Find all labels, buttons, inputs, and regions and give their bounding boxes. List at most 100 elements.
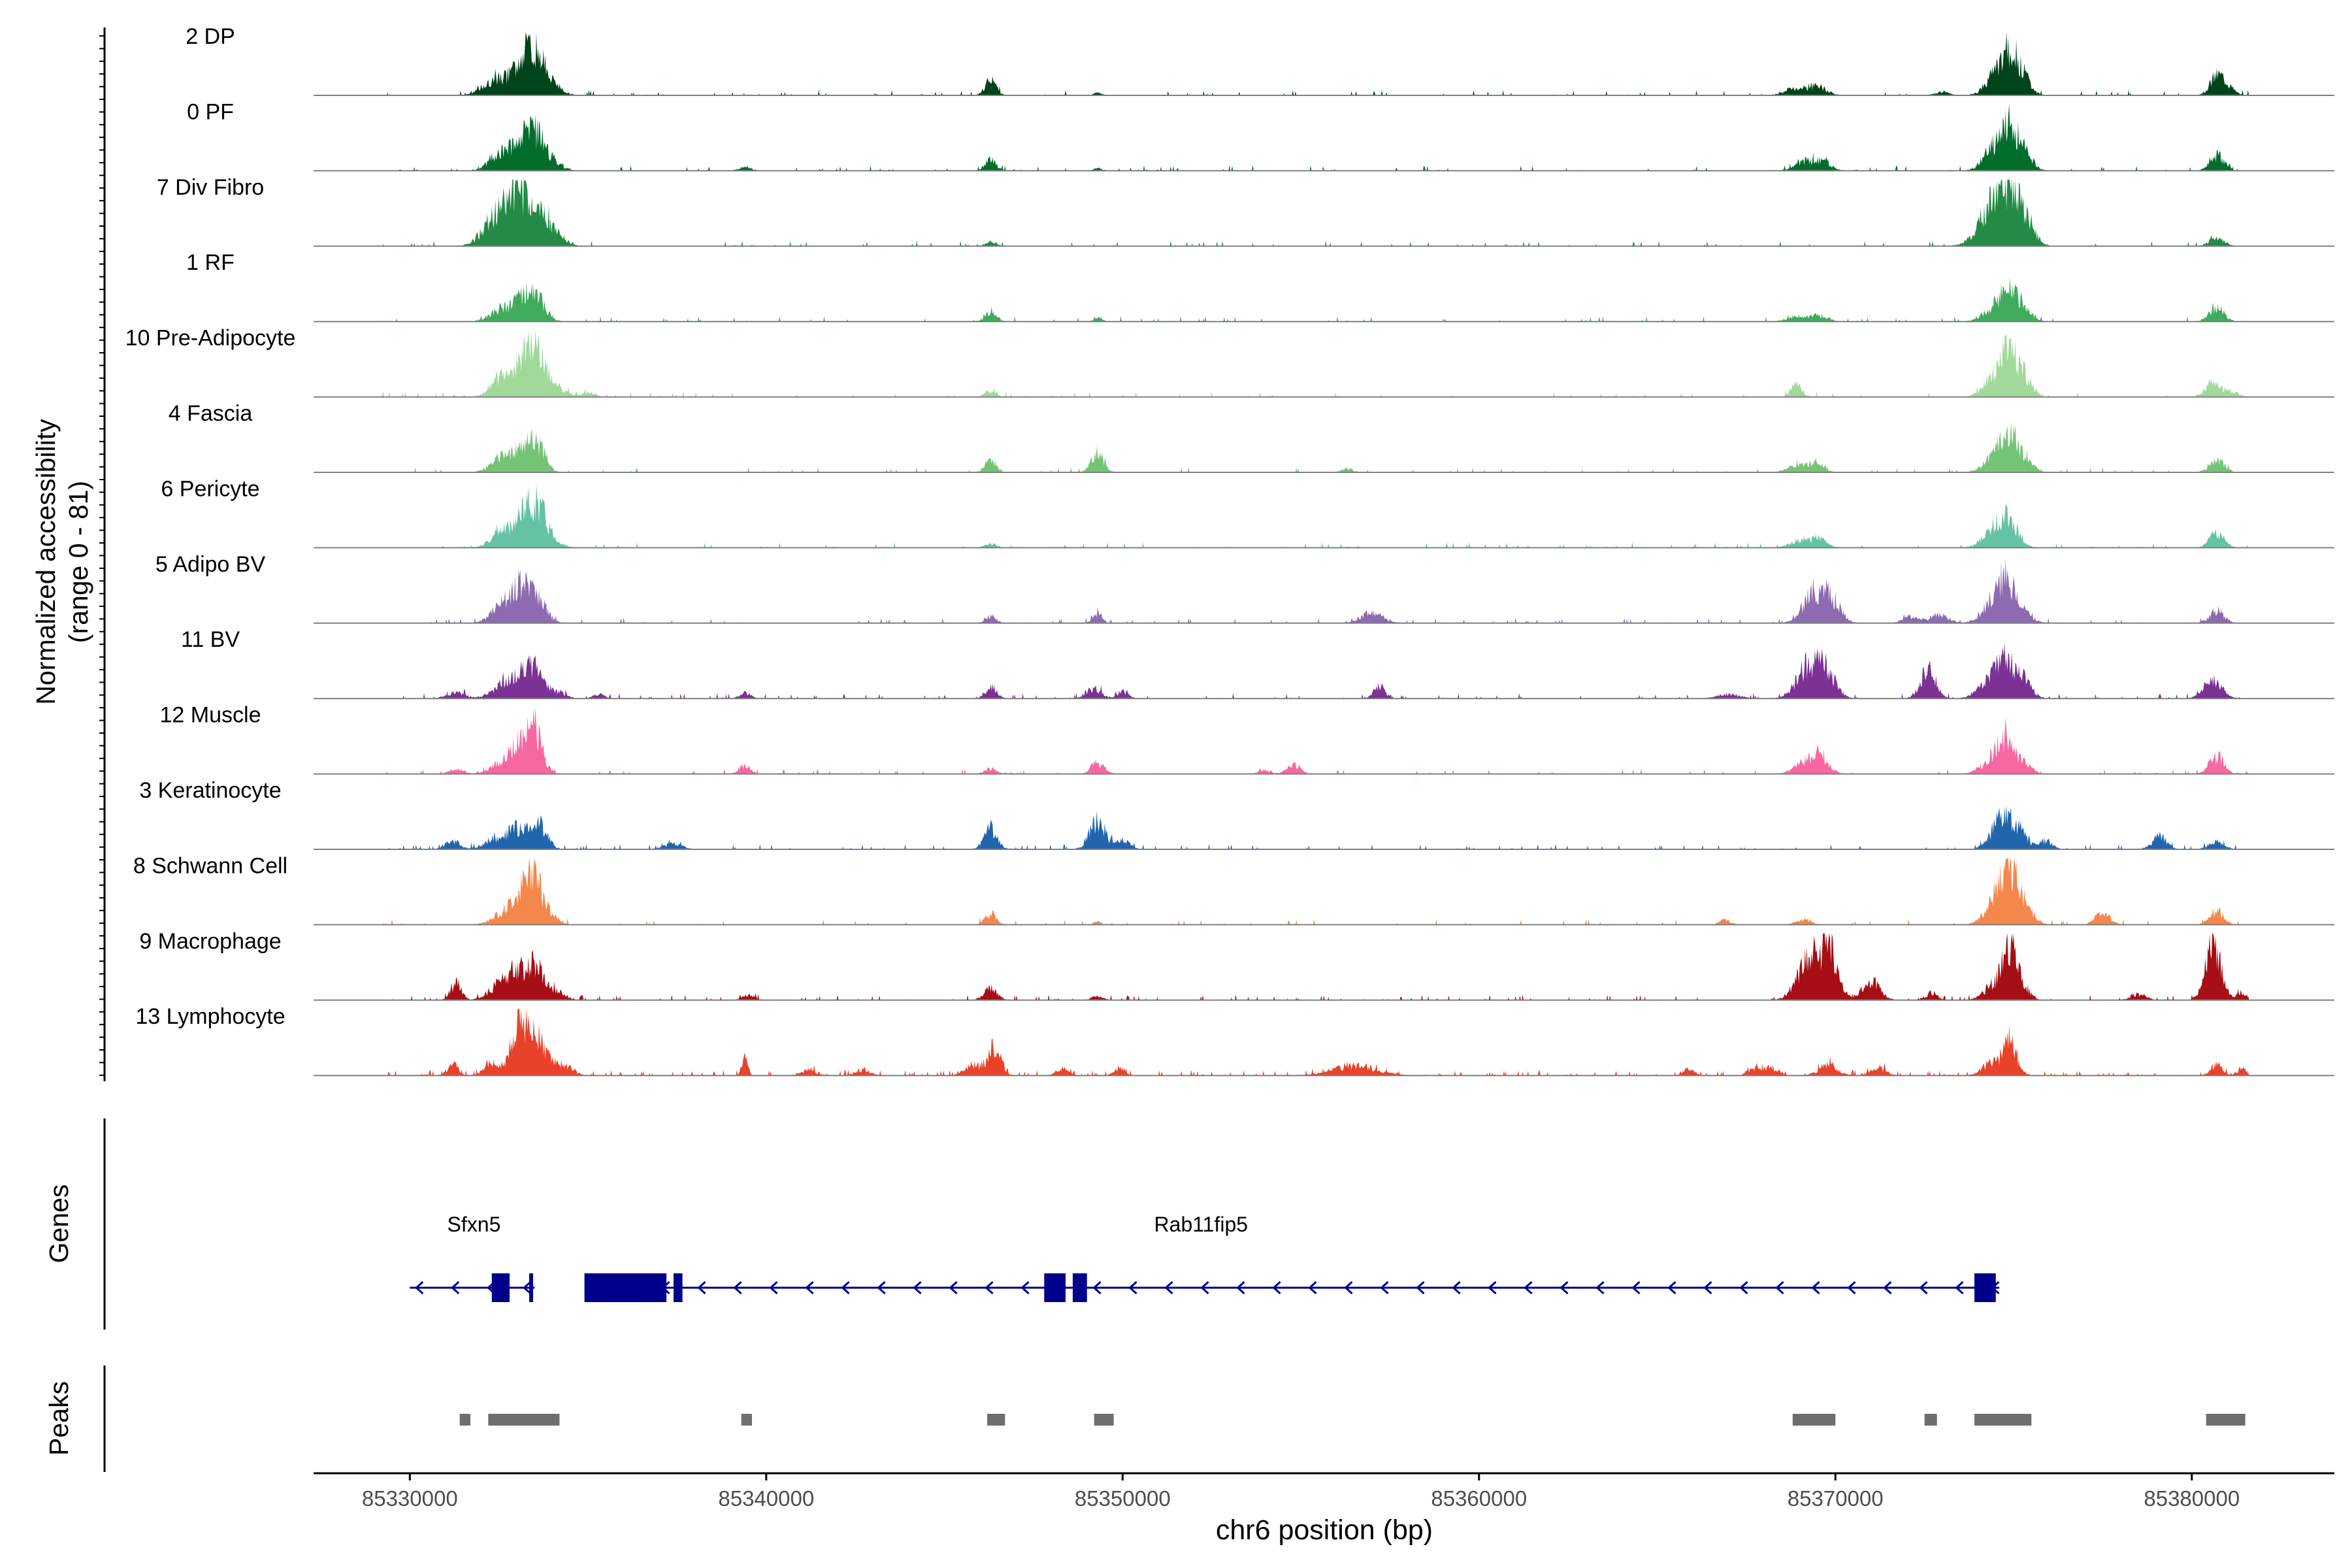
gene-exon [584, 1273, 667, 1302]
x-tick-label: 85350000 [1075, 1486, 1171, 1511]
strand-arrow [1488, 1281, 1497, 1295]
peak-region [1094, 1414, 1114, 1426]
strand-arrow [415, 1281, 424, 1295]
peak-region [741, 1414, 752, 1426]
peak-region [459, 1414, 471, 1426]
strand-arrow [1560, 1281, 1569, 1295]
x-tick-label: 85340000 [718, 1486, 814, 1511]
track-8-schwann-cell: 8 Schwann Cell [133, 853, 2334, 926]
track-3-keratinocyte: 3 Keratinocyte [139, 778, 2334, 850]
track-label: 10 Pre-Adipocyte [125, 326, 296, 351]
strand-arrow [805, 1281, 814, 1295]
strand-arrow [1021, 1281, 1030, 1295]
strand-arrow [913, 1281, 922, 1295]
peak-region [1792, 1414, 1836, 1426]
coverage-area [381, 1009, 2249, 1076]
peak-region [1924, 1414, 1937, 1426]
peaks-panel: Peaks [44, 1365, 2246, 1472]
genes-panel: Genes Sfxn5 Rab11fip5 [44, 1119, 2000, 1330]
track-label: 5 Adipo BV [155, 552, 266, 577]
track-label: 12 Muscle [160, 703, 261, 728]
strand-arrow [877, 1281, 886, 1295]
gene-name-label: Rab11fip5 [1154, 1213, 1249, 1236]
coverage-area [381, 805, 2249, 849]
track-label: 6 Pericyte [161, 476, 259, 501]
gene-exon [673, 1273, 683, 1302]
strand-arrow [1811, 1281, 1820, 1295]
x-tick-label: 85370000 [1788, 1486, 1884, 1511]
track-label: 7 Div Fibro [157, 175, 264, 200]
track-label: 0 PF [187, 99, 234, 124]
strand-arrow [1631, 1281, 1641, 1295]
track-4-fascia: 4 Fascia [169, 401, 2334, 473]
strand-arrow [1344, 1281, 1353, 1295]
track-5-adipo-bv: 5 Adipo BV [155, 552, 2334, 624]
x-axis-title: chr6 position (bp) [1216, 1514, 1433, 1546]
accessibility-axis [99, 27, 106, 1081]
strand-arrow [451, 1281, 460, 1295]
track-12-muscle: 12 Muscle [160, 703, 2334, 775]
coverage-area [381, 858, 2249, 925]
track-label: 1 RF [186, 250, 235, 275]
x-axis: 85330000 85340000 85350000 85360000 85370000… [314, 1472, 2334, 1546]
x-axis-ticks: 85330000 85340000 85350000 85360000 85370000… [362, 1473, 2240, 1511]
strand-arrow [949, 1281, 958, 1295]
peak-region [2206, 1414, 2246, 1426]
strand-arrow [1667, 1281, 1676, 1295]
track-label: 9 Macrophage [139, 929, 281, 954]
strand-arrow [841, 1281, 850, 1295]
coverage-area [381, 31, 2249, 96]
coverage-tracks: 2 DP 0 PF 7 Div Fibro 1 RF 10 Pre-Adipocyte 4… [125, 24, 2334, 1077]
accessibility-axis-ticks [99, 35, 105, 1076]
strand-arrow [1775, 1281, 1784, 1295]
gene-sfxn5: Sfxn5 [410, 1213, 535, 1302]
coverage-area [381, 330, 2249, 397]
strand-arrow [1883, 1281, 1892, 1295]
coverage-area [381, 643, 2249, 699]
coverage-area [381, 707, 2249, 774]
strand-arrow [1416, 1281, 1425, 1295]
gene-exon [1072, 1273, 1087, 1302]
coverage-area [381, 483, 2249, 548]
track-label: 3 Keratinocyte [139, 778, 281, 803]
coverage-area [381, 179, 2249, 246]
track-label: 2 DP [186, 24, 235, 49]
track-7-div-fibro: 7 Div Fibro [157, 175, 2334, 247]
peak-region [1974, 1414, 2032, 1426]
genes-panel-label: Genes [44, 1184, 74, 1264]
strand-arrow [1308, 1281, 1317, 1295]
strand-arrow [1452, 1281, 1461, 1295]
y-axis-title-line2: (range 0 - 81) [63, 481, 93, 643]
coverage-area [381, 421, 2249, 472]
peaks-panel-label: Peaks [44, 1381, 74, 1456]
track-9-macrophage: 9 Macrophage [139, 929, 2334, 1001]
strand-arrow [769, 1281, 778, 1295]
strand-arrow [1847, 1281, 1856, 1295]
track-label: 11 BV [181, 627, 240, 652]
y-axis-title-line1: Normalized accessibility [31, 419, 61, 705]
strand-arrow [1955, 1281, 1964, 1295]
track-label: 8 Schwann Cell [133, 853, 287, 878]
strand-arrow [1524, 1281, 1533, 1295]
track-2-dp: 2 DP [186, 24, 2334, 96]
strand-arrow [1128, 1281, 1137, 1295]
strand-arrow [1595, 1281, 1605, 1295]
track-10-pre-adipocyte: 10 Pre-Adipocyte [125, 326, 2334, 398]
strand-arrow [523, 1281, 532, 1295]
track-6-pericyte: 6 Pericyte [161, 476, 2334, 549]
x-tick-label: 85360000 [1431, 1486, 1527, 1511]
strand-arrow [1236, 1281, 1245, 1295]
x-tick-label: 85380000 [2144, 1486, 2240, 1511]
y-axis-title: Normalized accessibility (range 0 - 81) [31, 419, 93, 705]
strand-arrow [1092, 1281, 1102, 1295]
strand-arrow [697, 1281, 706, 1295]
strand-arrow [1919, 1281, 1928, 1295]
coverage-area [381, 557, 2249, 623]
gene-models: Sfxn5 Rab11fip5 [410, 1213, 2000, 1302]
x-tick-label: 85330000 [362, 1486, 458, 1511]
peak-region [488, 1414, 560, 1426]
gene-rab11fip5: Rab11fip5 [584, 1213, 2000, 1302]
strand-arrow [1380, 1281, 1389, 1295]
track-label: 13 Lymphocyte [135, 1004, 285, 1029]
